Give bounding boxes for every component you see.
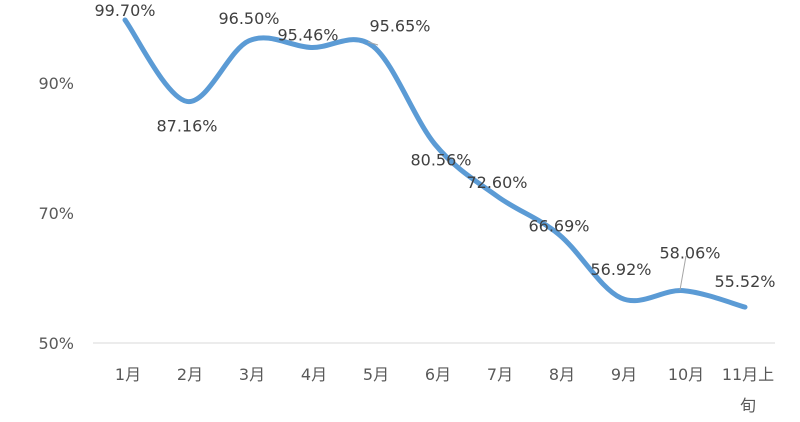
- x-tick-label: 9月: [611, 365, 637, 384]
- data-labels: 99.70% 87.16% 96.50%95.46% 95.65% 80.56% 72.6…: [94, 1, 775, 291]
- x-tick-label: 10月: [668, 365, 704, 384]
- data-label: 55.52%: [714, 272, 775, 291]
- data-point: [184, 98, 190, 104]
- x-tick-label: 8月: [549, 365, 575, 384]
- x-tick-label: 3月: [239, 365, 265, 384]
- x-tick-label: 7月: [487, 365, 513, 384]
- x-tick-label: 5月: [363, 365, 389, 384]
- data-label: 95.65%: [369, 16, 430, 35]
- x-tick-label: 2月: [177, 365, 203, 384]
- data-point: [246, 38, 252, 44]
- data-point: [432, 141, 438, 147]
- label-leader-line: [367, 41, 379, 46]
- data-label: 95.46%: [277, 26, 338, 45]
- data-point: [494, 193, 500, 199]
- data-point: [618, 295, 624, 301]
- x-tick-label: 11月上旬: [722, 365, 774, 415]
- axes: 50% 70% 90% 1月 2月 3月 4月 5月 6月 7月 8月 9月 10月 11月上旬: [38, 74, 775, 415]
- series-line: [122, 17, 748, 310]
- data-point: [680, 288, 686, 294]
- x-tick-label: 6月: [425, 365, 451, 384]
- x-tick-label: 1月: [115, 365, 141, 384]
- data-point: [742, 304, 748, 310]
- label-leader-line: [679, 255, 687, 291]
- series-layer: [122, 17, 748, 310]
- data-label: 96.50%: [218, 9, 279, 28]
- y-tick-label: 50%: [38, 334, 74, 353]
- data-label: 87.16%: [156, 116, 217, 135]
- y-tick-label: 70%: [38, 204, 74, 223]
- data-label: 99.70%: [94, 1, 155, 20]
- data-label: 80.56%: [410, 150, 471, 169]
- data-point: [308, 45, 314, 51]
- data-label: 58.06%: [659, 244, 720, 263]
- x-tick-label: 4月: [301, 365, 327, 384]
- data-label: 72.60%: [466, 173, 527, 192]
- data-label: 66.69%: [528, 217, 589, 236]
- data-label: 56.92%: [590, 260, 651, 279]
- y-tick-label: 90%: [38, 74, 74, 93]
